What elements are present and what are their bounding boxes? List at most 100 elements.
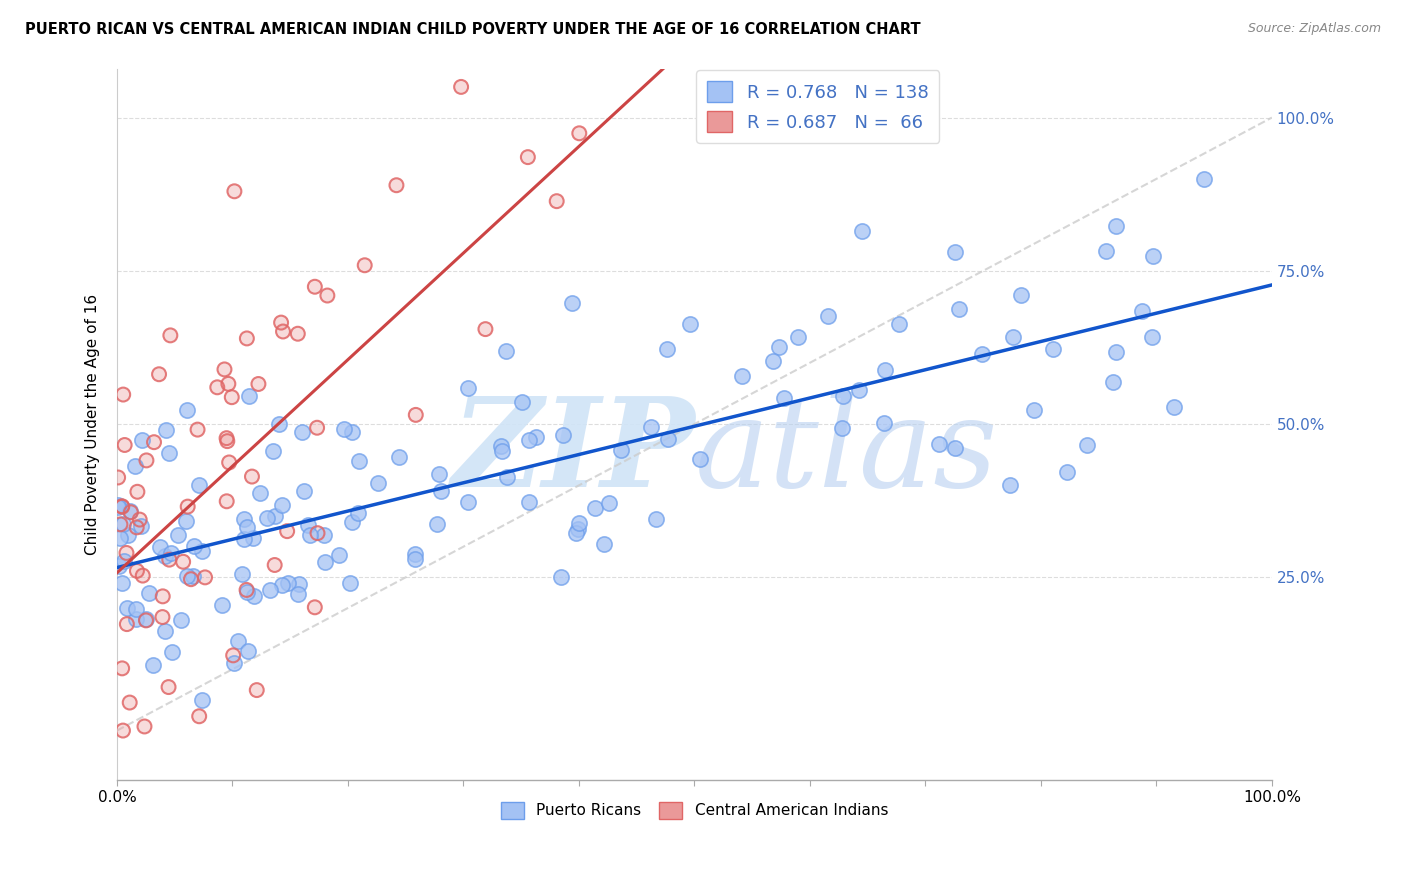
Point: [159, 328, 181, 343]
Point: [111, 723, 134, 738]
Point: [134, 719, 156, 733]
Point: [873, 363, 896, 377]
Point: [215, 494, 238, 508]
Point: [271, 325, 294, 339]
Point: [385, 178, 408, 193]
Point: [387, 450, 409, 464]
Point: [264, 508, 287, 523]
Point: [291, 425, 314, 439]
Point: [304, 279, 326, 293]
Point: [474, 322, 496, 336]
Point: [277, 576, 299, 591]
Point: [568, 516, 591, 530]
Point: [135, 612, 157, 626]
Point: [222, 648, 245, 663]
Point: [405, 408, 427, 422]
Point: [115, 617, 138, 632]
Point: [640, 420, 662, 434]
Point: [129, 519, 152, 533]
Point: [172, 555, 194, 569]
Point: [110, 517, 132, 532]
Point: [157, 552, 180, 566]
Point: [271, 499, 294, 513]
Point: [970, 347, 993, 361]
Point: [160, 546, 183, 560]
Point: [567, 522, 589, 536]
Point: [851, 224, 873, 238]
Point: [218, 455, 240, 469]
Point: [1056, 465, 1078, 479]
Point: [214, 362, 236, 376]
Point: [943, 245, 966, 260]
Point: [762, 353, 785, 368]
Point: [316, 288, 339, 302]
Point: [111, 661, 134, 675]
Point: [188, 709, 211, 723]
Point: [679, 318, 702, 332]
Point: [118, 696, 141, 710]
Point: [107, 470, 129, 484]
Point: [111, 500, 134, 514]
Point: [405, 408, 427, 422]
Point: [312, 528, 335, 542]
Point: [259, 582, 281, 597]
Point: [271, 577, 294, 591]
Point: [224, 184, 246, 198]
Point: [474, 322, 496, 336]
Point: [262, 444, 284, 458]
Point: [1042, 342, 1064, 356]
Point: [491, 444, 513, 458]
Point: [124, 602, 146, 616]
Point: [127, 484, 149, 499]
Point: [138, 586, 160, 600]
Point: [873, 416, 896, 430]
Point: [124, 459, 146, 474]
Point: [247, 376, 270, 391]
Point: [457, 380, 479, 394]
Point: [217, 376, 239, 391]
Point: [270, 316, 292, 330]
Point: [155, 624, 177, 639]
Point: [221, 390, 243, 404]
Point: [299, 528, 322, 542]
Point: [551, 427, 574, 442]
Point: [689, 451, 711, 466]
Point: [111, 575, 134, 590]
Point: [207, 380, 229, 394]
Point: [568, 126, 591, 140]
Point: [731, 369, 754, 384]
Point: [152, 590, 174, 604]
Point: [222, 648, 245, 663]
Point: [1194, 172, 1216, 186]
Point: [135, 613, 157, 627]
Point: [546, 194, 568, 209]
Point: [131, 433, 153, 447]
Point: [307, 421, 329, 435]
Point: [180, 572, 202, 586]
Point: [187, 423, 209, 437]
Point: [125, 520, 148, 534]
Point: [561, 296, 583, 310]
Point: [114, 438, 136, 452]
Point: [236, 644, 259, 658]
Point: [287, 587, 309, 601]
Point: [263, 558, 285, 572]
Point: [242, 531, 264, 545]
Point: [187, 423, 209, 437]
Point: [217, 376, 239, 391]
Point: [565, 526, 588, 541]
Point: [1022, 403, 1045, 417]
Point: [120, 505, 142, 519]
Point: [948, 302, 970, 317]
Point: [159, 328, 181, 343]
Text: ZIP: ZIP: [451, 392, 695, 513]
Point: [516, 150, 538, 164]
Point: [148, 368, 170, 382]
Point: [385, 178, 408, 193]
Point: [655, 343, 678, 357]
Point: [115, 617, 138, 632]
Point: [457, 494, 479, 508]
Point: [495, 343, 517, 358]
Point: [609, 442, 631, 457]
Point: [135, 453, 157, 467]
